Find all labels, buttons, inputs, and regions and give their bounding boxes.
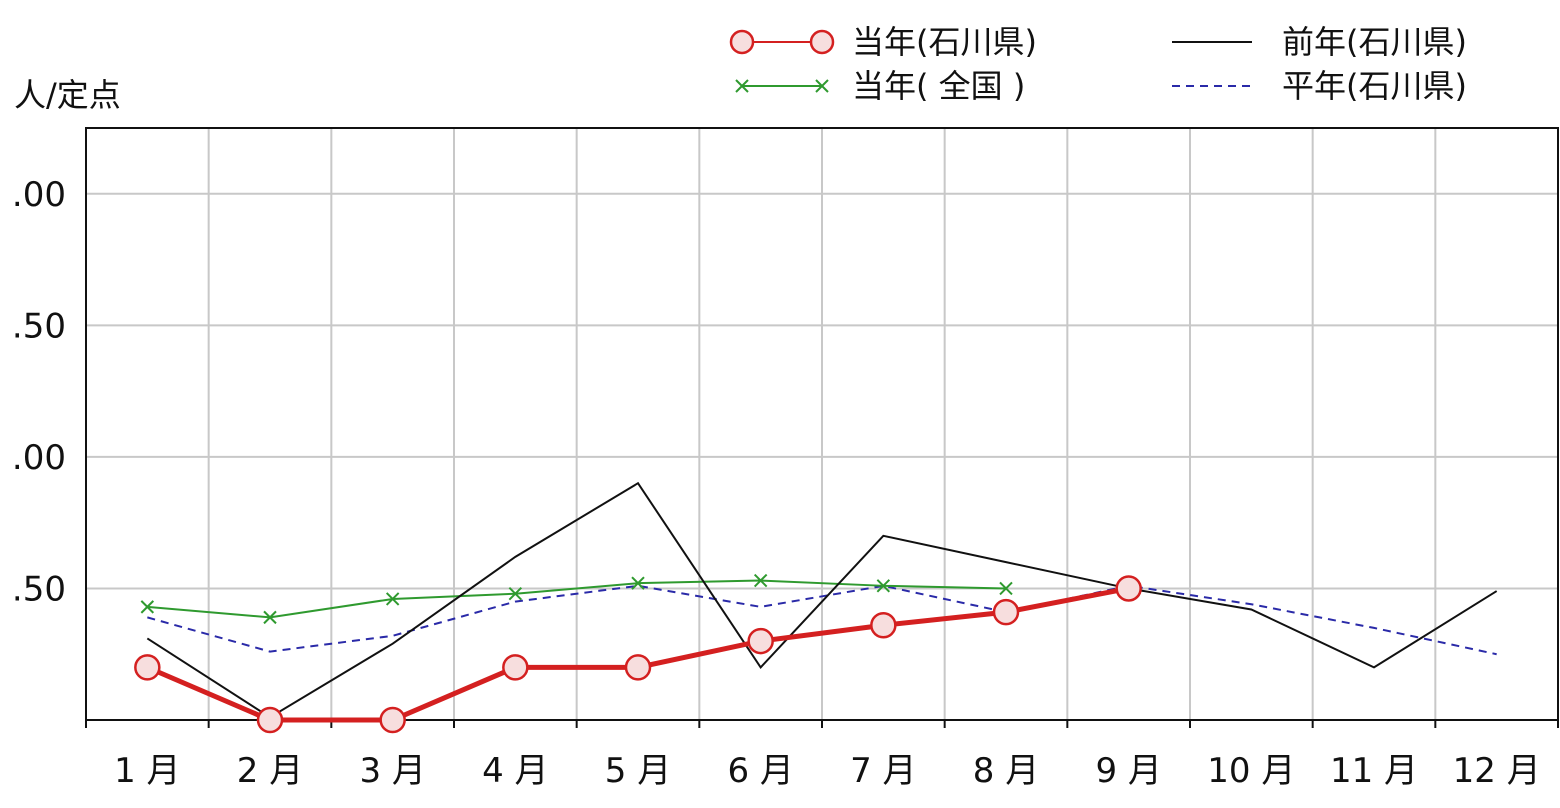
data-point <box>753 573 768 588</box>
data-point <box>747 627 774 655</box>
series-line <box>147 584 1497 656</box>
legend-item: 当年( 全国 ) <box>735 67 1025 105</box>
y-tick-labels: .50 .00 .50 .00 <box>12 175 66 610</box>
data-point <box>263 610 277 625</box>
series-average-ishikawa <box>147 584 1497 656</box>
series-previous-ishikawa <box>146 481 1498 719</box>
y-tick-label: .50 <box>12 569 66 609</box>
series-layer <box>134 481 1498 734</box>
data-point <box>140 600 155 614</box>
y-axis-label: 人/定点 <box>14 76 121 114</box>
data-point <box>379 706 406 734</box>
series-current-ishikawa <box>134 575 1142 734</box>
plot-frame <box>85 127 1559 721</box>
x-tick-label: 4 月 <box>482 751 548 791</box>
legend-label: 前年(石川県) <box>1282 23 1467 61</box>
series-line <box>146 481 1498 719</box>
legend-label: 平年(石川県) <box>1282 67 1467 105</box>
legend-label: 当年(石川県) <box>852 23 1037 61</box>
series-line <box>147 579 1007 619</box>
legend-item: 平年(石川県) <box>1172 67 1467 105</box>
legend-item: 当年(石川県) <box>729 23 1037 61</box>
data-point <box>502 654 529 681</box>
x-tick-label: 2 月 <box>237 751 303 791</box>
x-tick-label: 12 月 <box>1453 751 1541 791</box>
grid <box>85 128 1559 728</box>
x-tick-label: 8 月 <box>973 751 1039 791</box>
x-tick-label: 9 月 <box>1095 751 1161 791</box>
legend-marker <box>815 79 829 93</box>
data-point <box>870 612 897 639</box>
x-tick-label: 1 月 <box>114 751 180 791</box>
legend: 当年(石川県) 当年( 全国 ) 前年(石川県) 平年(石川県) <box>729 23 1467 105</box>
x-tick-label: 7 月 <box>850 751 916 791</box>
series-current-national <box>140 573 1013 625</box>
legend-label: 当年( 全国 ) <box>852 67 1025 105</box>
data-point <box>1115 575 1142 602</box>
data-point <box>624 654 652 681</box>
y-tick-label: .00 <box>12 175 66 215</box>
legend-marker <box>809 29 835 55</box>
data-point <box>999 581 1013 596</box>
legend-marker <box>729 29 755 55</box>
x-tick-labels: 1 月 2 月 3 月 4 月 5 月 6 月 7 月 8 月 9 月 10 月 11 月 12 月 <box>114 751 1541 791</box>
legend-marker <box>735 79 749 93</box>
x-tick-label: 11 月 <box>1330 751 1418 791</box>
x-tick-label: 5 月 <box>605 751 671 791</box>
x-tick-label: 3 月 <box>359 751 425 791</box>
legend-item: 前年(石川県) <box>1172 23 1467 61</box>
data-point <box>631 576 645 590</box>
data-point <box>876 579 891 593</box>
y-tick-label: .50 <box>12 306 66 346</box>
y-tick-label: .00 <box>12 438 66 478</box>
data-point <box>508 586 523 601</box>
data-point <box>385 592 400 606</box>
x-tick-label: 6 月 <box>727 751 793 791</box>
data-point <box>992 598 1020 626</box>
data-point <box>256 706 284 734</box>
data-point <box>134 654 161 681</box>
x-tick-label: 10 月 <box>1207 751 1295 791</box>
